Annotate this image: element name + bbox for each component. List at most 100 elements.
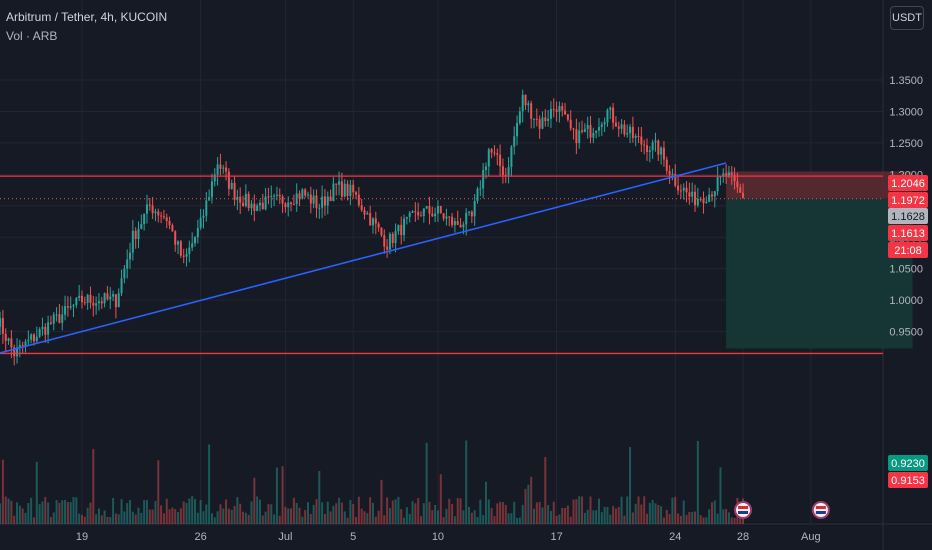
price-tag-stop [888, 175, 928, 191]
volume-bar [208, 444, 211, 524]
candle-body [261, 202, 264, 210]
take-profit-zone[interactable] [726, 198, 913, 349]
volume-bar [307, 502, 309, 524]
volume-bar [264, 511, 267, 524]
candle-body [137, 228, 140, 240]
volume-bar [626, 496, 629, 524]
volume-bar [544, 457, 547, 524]
candle-body [86, 294, 89, 303]
economic-event-icon[interactable] [811, 501, 830, 519]
volume-bar [386, 497, 389, 524]
volume-bar [49, 517, 52, 524]
candle-body [258, 202, 261, 206]
candle-body [501, 166, 504, 176]
volume-bar [273, 514, 276, 524]
candle-body [448, 216, 451, 218]
candle-body [665, 159, 668, 171]
volume-bar [230, 509, 233, 524]
candle-body [682, 187, 685, 191]
candle-body [691, 191, 694, 197]
volume-bar [696, 440, 699, 524]
symbol-title: Arbitrum / Tether, 4h, KUCOIN [6, 10, 168, 24]
candle-body [103, 293, 106, 304]
volume-bar [154, 501, 157, 524]
candle-body [566, 114, 569, 120]
volume-bar [360, 508, 363, 524]
volume-bar [242, 511, 245, 524]
trendline[interactable] [0, 162, 727, 354]
candle-body [547, 118, 550, 122]
volume-bar [151, 509, 154, 524]
candle-body [708, 194, 711, 203]
volume-bar [518, 517, 521, 524]
volume-bar [646, 513, 648, 524]
candle-body [420, 215, 422, 217]
volume-bar [564, 507, 567, 524]
candle-body [64, 306, 67, 315]
candle-body [92, 302, 95, 306]
economic-event-icon[interactable] [734, 501, 753, 519]
volume-bar [436, 510, 439, 524]
flag-stripe-icon [815, 511, 826, 514]
candle-body [30, 334, 33, 340]
candle-body [462, 224, 465, 228]
volume-bar [513, 501, 516, 524]
candle-body [126, 259, 129, 269]
volume-bar [66, 502, 69, 524]
candle-body [544, 117, 547, 122]
volume-bar [177, 511, 180, 524]
candle-body [47, 322, 50, 335]
volume-bar [612, 506, 615, 524]
candle-body [230, 182, 233, 189]
currency-button[interactable]: USDT [890, 6, 924, 30]
candle-body [4, 333, 7, 341]
candle-body [651, 142, 654, 151]
candle-body [213, 174, 216, 182]
volume-bar [157, 460, 160, 524]
volume-bar [499, 501, 502, 524]
volume-bar [453, 516, 456, 524]
candle-body [479, 188, 482, 190]
volume-bar [420, 516, 422, 524]
volume-bar [13, 515, 16, 524]
volume-bar [137, 507, 140, 524]
candle-body [507, 167, 510, 176]
candle-body [256, 205, 259, 211]
candle-body [61, 314, 64, 323]
candle-body [374, 218, 377, 224]
volume-bar [572, 499, 575, 524]
volume-bar [52, 512, 55, 524]
candle-body [49, 322, 52, 324]
volume-bar [120, 499, 123, 524]
candle-body [148, 204, 151, 206]
price-tag-label: 1.1613 [891, 228, 925, 240]
volume-bar [620, 496, 623, 524]
candle-body [736, 181, 739, 188]
candle-body [168, 221, 171, 226]
volume-bar [592, 510, 595, 524]
volume-bar [213, 517, 216, 524]
candle-body [253, 203, 256, 211]
volume-bar [400, 509, 403, 524]
candle-body [32, 334, 35, 342]
candle-body [677, 185, 680, 191]
candle-body [52, 314, 55, 324]
volume-bar [106, 516, 109, 524]
volume-bar [730, 517, 733, 524]
candle-body [386, 246, 389, 250]
volume-bar [117, 514, 120, 524]
candle-body [648, 150, 651, 152]
candle-body [631, 126, 634, 138]
candle-body [597, 127, 600, 131]
candle-body [162, 216, 165, 218]
candle-body [614, 122, 617, 127]
volume-bar [335, 503, 338, 524]
volume-bar [191, 496, 194, 524]
candle-body [719, 176, 722, 178]
volume-bar [535, 502, 538, 524]
volume-bar [292, 497, 295, 524]
volume-bar [597, 498, 600, 524]
candle-body [473, 200, 476, 217]
price-tag-resistance [888, 192, 928, 208]
